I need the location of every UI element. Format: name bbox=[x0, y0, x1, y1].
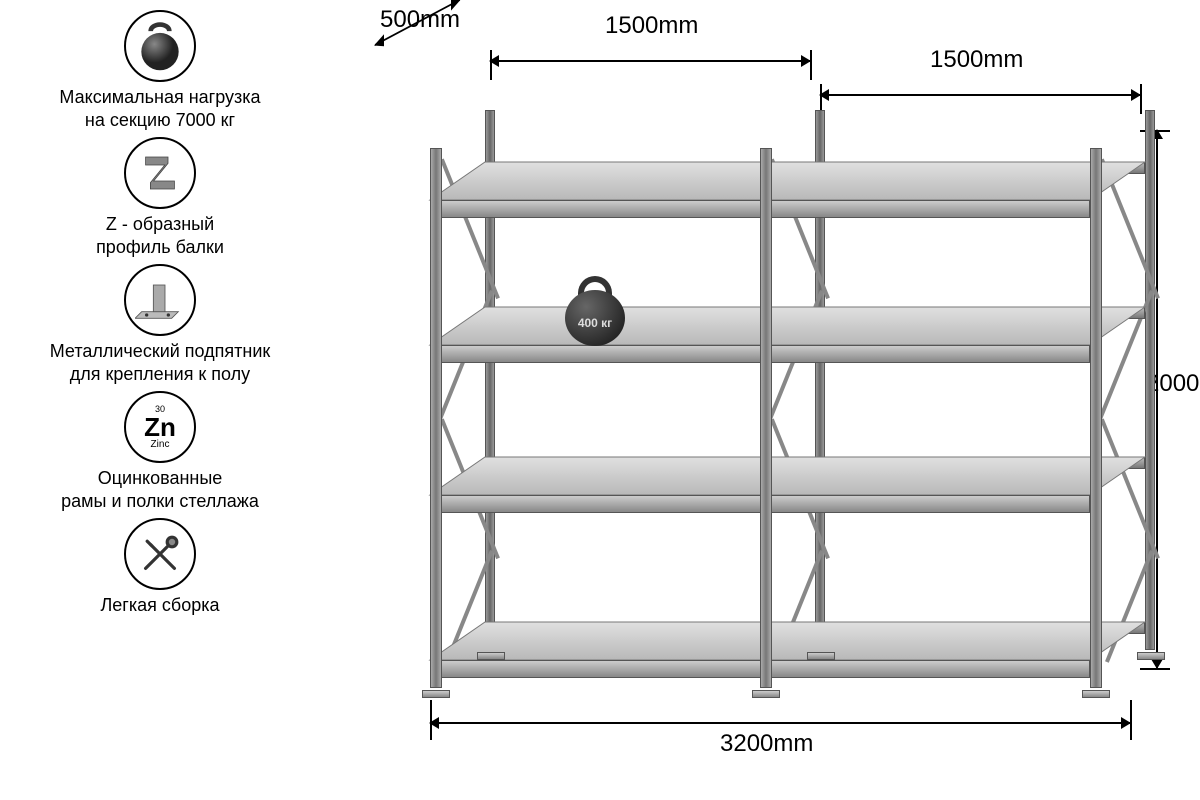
dim-bay1-line bbox=[490, 60, 810, 62]
feature-base-plate: Металлический подпятникдля крепления к п… bbox=[50, 264, 271, 385]
foot bbox=[422, 690, 450, 698]
feature-label: Металлический подпятникдля крепления к п… bbox=[50, 340, 271, 385]
dim-total-line bbox=[430, 722, 1130, 724]
dim-bay2-label: 1500mm bbox=[930, 46, 1023, 74]
post-front bbox=[1090, 148, 1102, 688]
tools-icon bbox=[124, 518, 196, 590]
post-front bbox=[760, 148, 772, 688]
feature-label: Легкая сборка bbox=[100, 594, 219, 617]
shelf-load-icon: 400 кг bbox=[560, 276, 630, 346]
dim-tick bbox=[810, 50, 812, 80]
dim-bay2-line bbox=[820, 94, 1140, 96]
dim-total-label: 3200mm bbox=[720, 730, 813, 758]
kettlebell-icon bbox=[124, 10, 196, 82]
zinc-symbol: Zn bbox=[144, 414, 176, 440]
z-profile-icon bbox=[124, 137, 196, 209]
foot bbox=[477, 652, 505, 660]
dim-bay1-label: 1500mm bbox=[605, 12, 698, 40]
feature-z-profile: Z - образныйпрофиль балки bbox=[96, 137, 224, 258]
zinc-name: Zinc bbox=[151, 440, 170, 450]
feature-label: Z - образныйпрофиль балки bbox=[96, 213, 224, 258]
feature-label: Оцинкованныерамы и полки стеллажа bbox=[61, 467, 259, 512]
foot bbox=[807, 652, 835, 660]
base-plate-icon bbox=[124, 264, 196, 336]
features-panel: Максимальная нагрузкана секцию 7000 кг Z… bbox=[0, 10, 320, 617]
dim-tick bbox=[490, 50, 492, 80]
feature-max-load: Максимальная нагрузкана секцию 7000 кг bbox=[59, 10, 260, 131]
feature-assembly: Легкая сборка bbox=[100, 518, 219, 617]
foot bbox=[1137, 652, 1165, 660]
feature-label: Максимальная нагрузкана секцию 7000 кг bbox=[59, 86, 260, 131]
zinc-icon: 30 Zn Zinc bbox=[124, 391, 196, 463]
foot bbox=[1082, 690, 1110, 698]
feature-zinc: 30 Zn Zinc Оцинкованныерамы и полки стел… bbox=[61, 391, 259, 512]
rack-structure: 400 кг bbox=[370, 100, 1130, 720]
shelf-load-label: 400 кг bbox=[560, 316, 630, 330]
foot bbox=[752, 690, 780, 698]
post-front bbox=[430, 148, 442, 688]
rack-diagram: 500mm 1500mm 1500mm 2000mm 3200mm bbox=[340, 0, 1200, 800]
